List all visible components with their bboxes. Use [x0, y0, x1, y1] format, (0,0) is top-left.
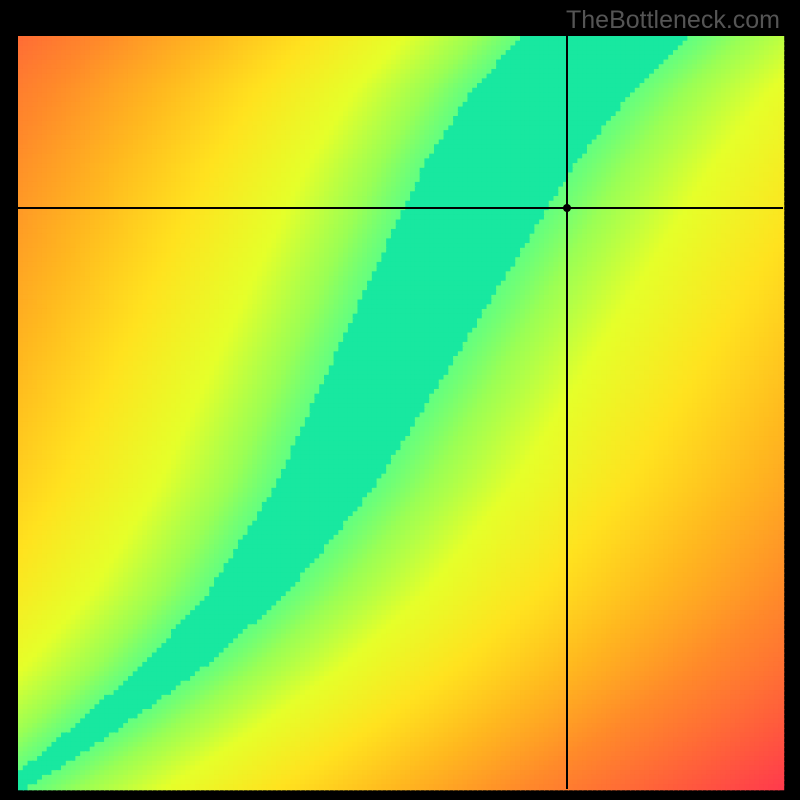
watermark-text: TheBottleneck.com [566, 6, 780, 35]
crosshair-horizontal [18, 207, 783, 209]
heatmap-canvas [0, 0, 800, 800]
crosshair-vertical [566, 36, 568, 789]
heatmap-canvas-wrap [0, 0, 800, 800]
crosshair-point [563, 204, 571, 212]
chart-container: { "watermark": { "text": "TheBottleneck.… [0, 0, 800, 800]
